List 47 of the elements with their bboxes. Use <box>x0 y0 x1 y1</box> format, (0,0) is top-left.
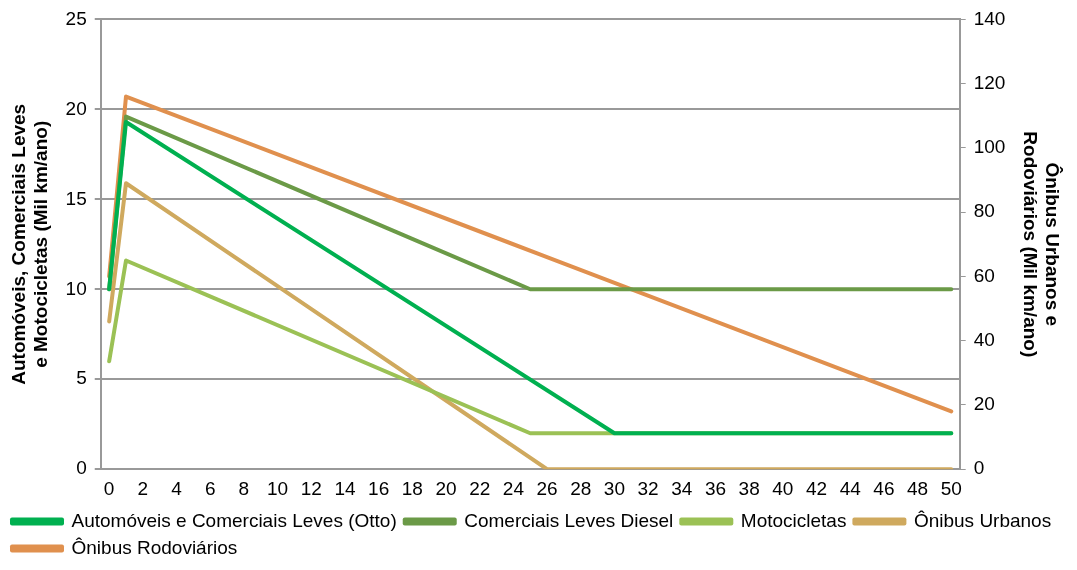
x-tick-label: 22 <box>469 477 491 499</box>
y2-tick-label: 60 <box>973 264 995 286</box>
y2-tick-label: 40 <box>973 328 995 350</box>
x-tick-label: 18 <box>401 477 423 499</box>
x-tick-label: 36 <box>704 477 727 499</box>
x-tick-label: 26 <box>536 477 558 499</box>
legend-label: Comerciais Leves Diesel <box>464 509 674 531</box>
y2-tick-label: 20 <box>973 393 995 415</box>
legend-label: Ônibus Rodoviários <box>71 536 238 558</box>
y2-tick-label: 0 <box>973 457 985 479</box>
x-tick-label: 40 <box>772 477 794 499</box>
x-tick-label: 50 <box>940 477 962 499</box>
x-tick-label: 48 <box>907 477 929 499</box>
y2-tick-label: 100 <box>973 136 1006 158</box>
x-tick-label: 6 <box>204 477 216 499</box>
y-axis-title: Automóveis, Comerciais Leves e Motocicletas (Mil km/ano) <box>7 103 52 385</box>
y2-tick-label: 80 <box>973 200 995 222</box>
x-tick-label: 44 <box>839 477 862 499</box>
x-tick-label: 42 <box>805 477 828 499</box>
y2-axis-title: Ônibus Urbanos e Rodoviários (Mil km/ano) <box>1019 131 1064 358</box>
x-tick-label: 24 <box>502 477 525 499</box>
y-tick-label: 15 <box>65 187 87 209</box>
x-tick-label: 4 <box>171 477 183 499</box>
x-tick-label: 16 <box>368 477 390 499</box>
x-tick-label: 20 <box>435 477 457 499</box>
y-tick-label: 10 <box>65 277 87 299</box>
x-tick-label: 10 <box>267 477 289 499</box>
legend-label: Motocicletas <box>740 509 847 531</box>
x-tick-label: 34 <box>671 477 693 499</box>
y2-tick-label: 120 <box>973 71 1006 93</box>
x-tick-label: 14 <box>334 477 356 499</box>
legend-label: Ônibus Urbanos <box>913 509 1052 531</box>
x-tick-label: 2 <box>137 477 149 499</box>
x-tick-label: 8 <box>238 477 250 499</box>
x-tick-label: 32 <box>637 477 659 499</box>
x-tick-label: 46 <box>873 477 895 499</box>
y-tick-label: 20 <box>65 97 87 119</box>
x-tick-label: 38 <box>738 477 760 499</box>
y2-tick-label: 140 <box>973 7 1006 29</box>
y-tick-label: 0 <box>76 457 87 479</box>
x-tick-label: 30 <box>603 477 625 499</box>
y-tick-label: 5 <box>76 367 87 389</box>
x-tick-label: 28 <box>570 477 592 499</box>
legend-label: Automóveis e Comerciais Leves (Otto) <box>71 509 397 531</box>
x-tick-label: 12 <box>300 477 322 499</box>
y-tick-label: 25 <box>65 7 87 29</box>
x-tick-label: 0 <box>103 477 115 499</box>
